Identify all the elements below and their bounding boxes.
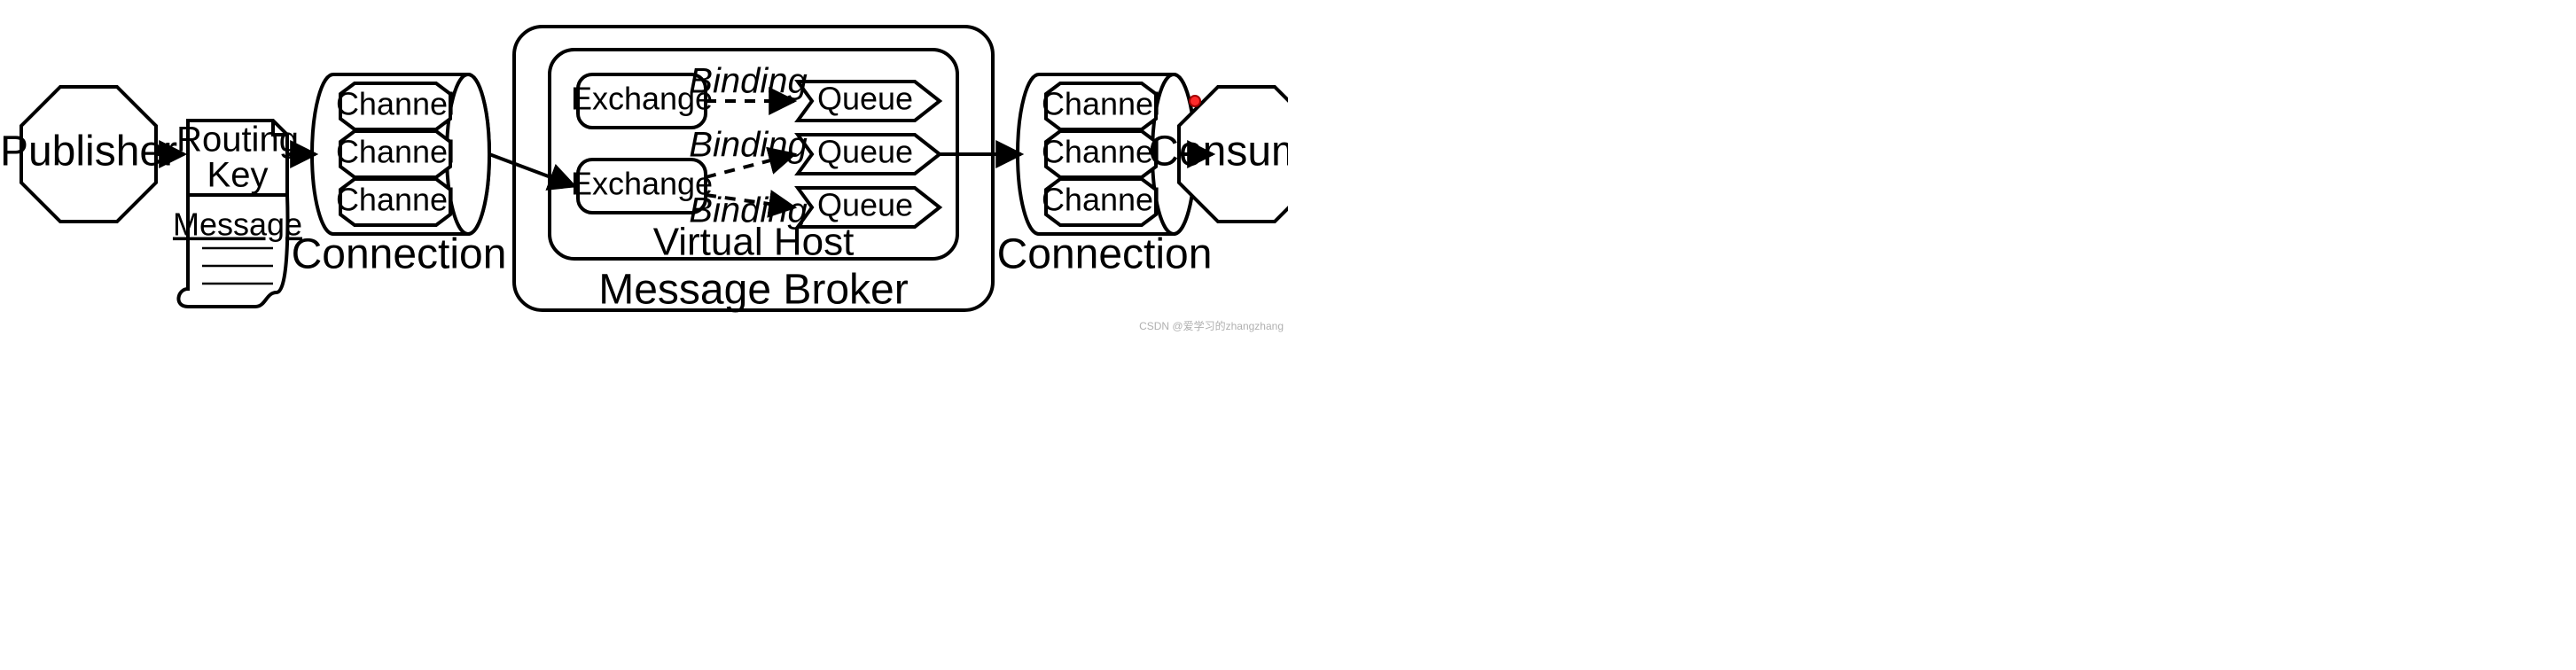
binding-label-1: Binding (689, 62, 807, 101)
message-label: Message (173, 206, 302, 243)
watermark: CSDN @爱学习的zhangzhang (1139, 319, 1284, 332)
connection-left-label: Connection (292, 231, 507, 278)
queue-node: Queue (798, 134, 940, 174)
channel-box: Channel (1042, 179, 1160, 225)
message-broker-label: Message Broker (598, 267, 908, 314)
svg-text:Channel: Channel (336, 134, 455, 170)
binding-label-3: Binding (689, 191, 807, 230)
svg-text:Queue: Queue (817, 134, 913, 170)
routing-key-l1: Routing (176, 121, 299, 160)
channel-box: Channel (336, 131, 455, 177)
svg-text:Channel: Channel (336, 182, 455, 218)
connection-right-label: Connection (997, 231, 1213, 278)
routing-key-l2: Key (207, 156, 269, 195)
publisher-node: Publisher (0, 87, 177, 222)
svg-text:Queue: Queue (817, 187, 913, 223)
svg-text:Queue: Queue (817, 81, 913, 117)
channel-box: Channel (336, 83, 455, 129)
cursor-dot (1190, 96, 1200, 106)
channel-box: Channel (1042, 83, 1160, 129)
queue-node: Queue (798, 81, 940, 121)
routing-key-doc: Routing Key Message (173, 121, 302, 307)
publisher-label: Publisher (0, 129, 177, 175)
svg-text:Channel: Channel (336, 86, 455, 122)
binding-label-2: Binding (689, 126, 807, 165)
svg-text:Channel: Channel (1042, 86, 1160, 122)
svg-text:Channel: Channel (1042, 182, 1160, 218)
queue-node: Queue (798, 187, 940, 227)
svg-text:Channel: Channel (1042, 134, 1160, 170)
channel-box: Channel (1042, 131, 1160, 177)
consumer-label: Consumer (1148, 129, 1288, 175)
connection-left: Channel Channel Channel Connection (292, 74, 507, 278)
channel-box: Channel (336, 179, 455, 225)
diagram-root: Publisher Routing Key Message Channel Ch… (0, 0, 1288, 335)
